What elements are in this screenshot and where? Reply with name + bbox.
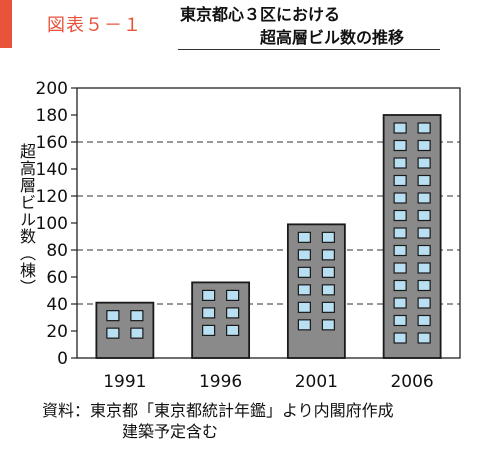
- title-underline: [178, 49, 440, 50]
- window: [393, 244, 407, 257]
- chart-title-line2: 超高層ビル数の推移: [260, 28, 405, 47]
- window: [417, 244, 431, 257]
- source-line2: 建築予定含む: [122, 422, 219, 441]
- window: [417, 192, 431, 204]
- chart-title: 東京都心３区における 超高層ビル数の推移: [180, 3, 404, 49]
- window: [202, 324, 216, 336]
- window: [321, 319, 335, 331]
- y-tick-label: 100: [36, 214, 68, 234]
- window: [417, 209, 431, 222]
- window: [297, 301, 311, 313]
- window: [226, 307, 240, 319]
- bar-1996: [191, 281, 251, 359]
- window: [106, 327, 120, 339]
- window: [297, 284, 311, 296]
- window: [417, 297, 431, 309]
- y-tick-label: 80: [46, 241, 68, 261]
- window: [393, 174, 407, 187]
- y-tick-label: 40: [46, 295, 68, 315]
- x-tick-label: 1996: [199, 372, 242, 392]
- window: [321, 301, 335, 313]
- y-axis-label: 超高層ビル数（棟）: [17, 143, 36, 296]
- window: [417, 139, 431, 152]
- window: [130, 327, 144, 339]
- window: [226, 324, 240, 336]
- window: [393, 122, 407, 134]
- window: [417, 157, 431, 169]
- window: [297, 231, 311, 243]
- window: [417, 279, 431, 292]
- window: [321, 284, 335, 296]
- window: [393, 332, 407, 344]
- y-tick-label: 120: [36, 187, 68, 207]
- window: [393, 279, 407, 292]
- window: [130, 310, 144, 322]
- x-tick-label: 1991: [103, 372, 146, 392]
- bar-2001: [286, 223, 346, 359]
- window: [106, 310, 120, 322]
- bar-1991: [95, 301, 155, 359]
- y-tick-label: 140: [36, 160, 68, 180]
- window: [417, 227, 431, 239]
- y-tick-label: 160: [36, 133, 68, 153]
- plot-frame: [76, 87, 461, 359]
- window: [202, 289, 216, 301]
- y-tick-label: 180: [36, 106, 68, 126]
- x-tick-label: 2001: [295, 372, 338, 392]
- window: [417, 122, 431, 134]
- window: [297, 319, 311, 331]
- window: [393, 192, 407, 204]
- window: [321, 266, 335, 278]
- x-tick-label: 2006: [390, 372, 433, 392]
- window: [417, 332, 431, 344]
- y-tick-label: 20: [46, 322, 68, 342]
- window: [321, 231, 335, 243]
- figure-label: 図表５－１: [47, 15, 142, 36]
- window: [297, 266, 311, 278]
- window: [417, 174, 431, 187]
- source-line1: 資料：東京都「東京都統計年鑑」より内閣府作成: [42, 401, 394, 420]
- window: [393, 209, 407, 222]
- y-tick-label: 0: [57, 349, 68, 369]
- figure-tag-bar: [0, 0, 12, 48]
- source-note: 資料：東京都「東京都統計年鑑」より内閣府作成 建築予定含む: [42, 400, 394, 442]
- window: [417, 314, 431, 327]
- window: [393, 297, 407, 309]
- bar-2006: [382, 114, 442, 359]
- y-tick-label: 200: [36, 79, 68, 99]
- window: [393, 314, 407, 327]
- chart-title-line1: 東京都心３区における: [180, 5, 341, 24]
- window: [393, 157, 407, 169]
- window: [393, 227, 407, 239]
- window: [393, 262, 407, 274]
- y-tick-label: 60: [46, 268, 68, 288]
- window: [417, 262, 431, 274]
- window: [226, 289, 240, 301]
- window: [297, 249, 311, 261]
- window: [202, 307, 216, 319]
- window: [393, 139, 407, 152]
- window: [321, 249, 335, 261]
